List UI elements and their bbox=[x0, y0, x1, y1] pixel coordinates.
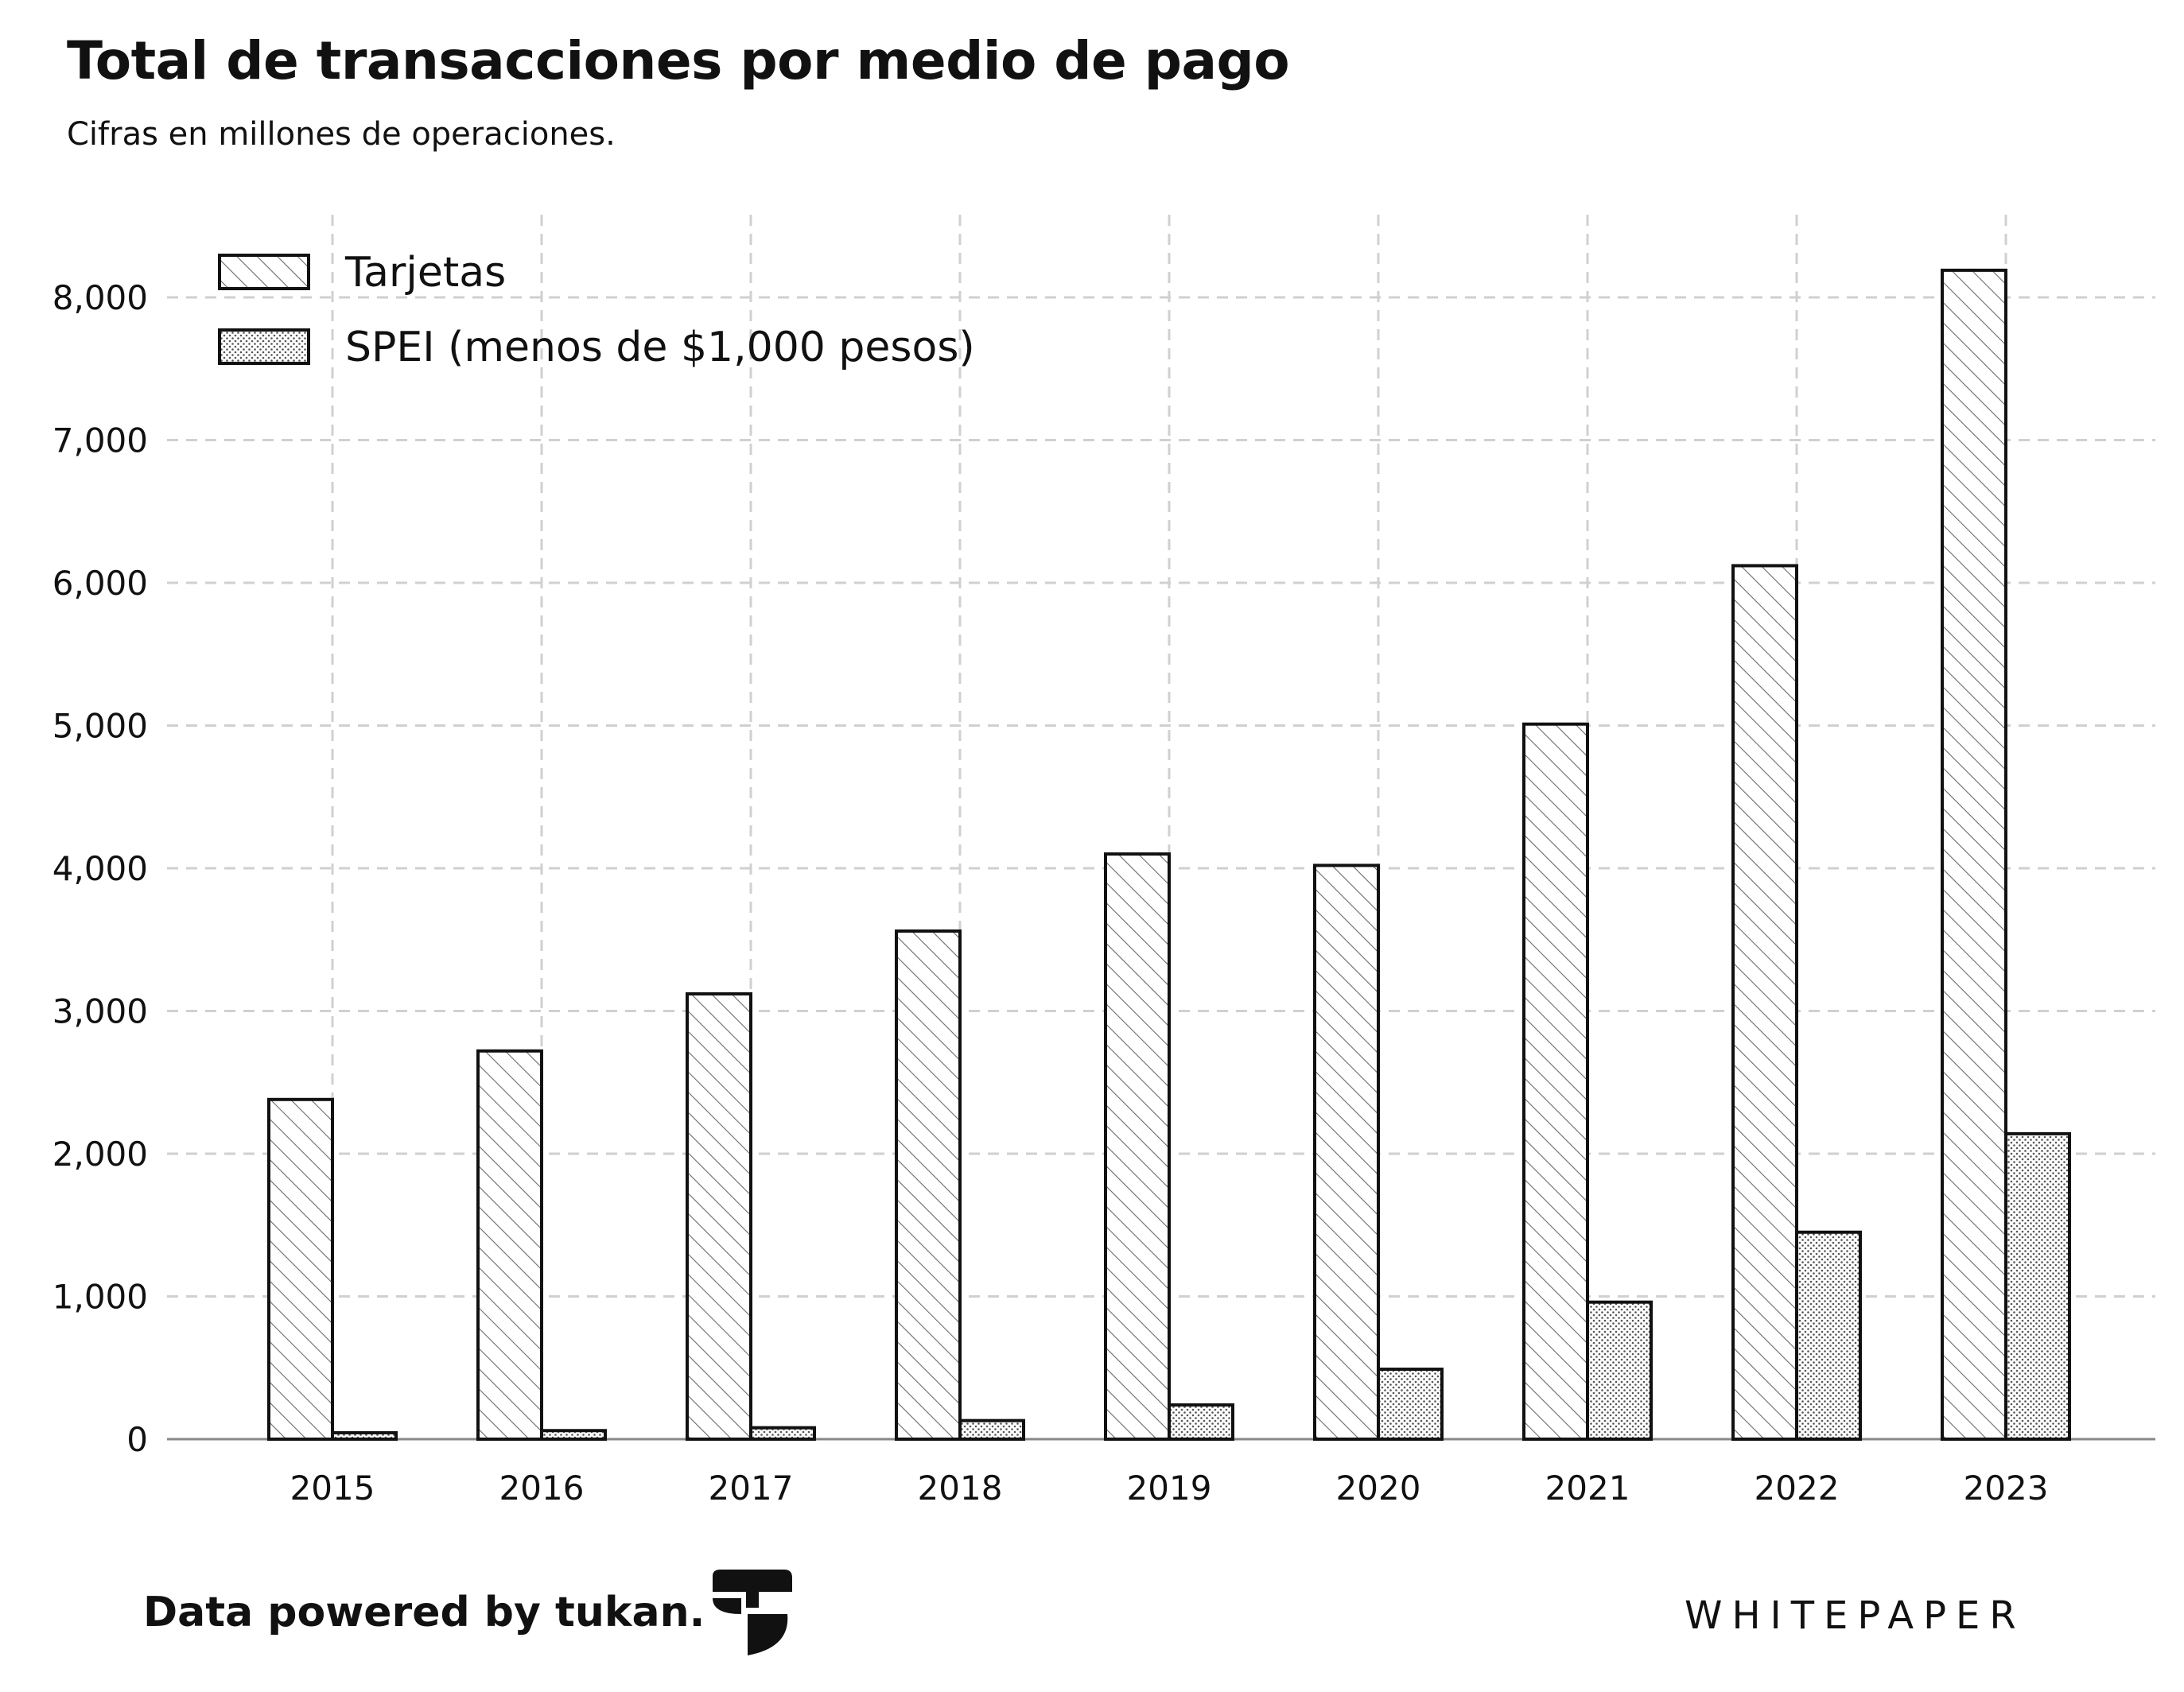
bar-tarjetas-2018 bbox=[895, 929, 962, 1441]
chart-subtitle: Cifras en millones de operaciones. bbox=[67, 116, 616, 153]
bar-spei-2019 bbox=[1168, 1403, 1234, 1442]
x-tick-label: 2022 bbox=[1755, 1469, 1840, 1508]
x-tick-label: 2019 bbox=[1127, 1469, 1212, 1508]
footer-brand: WHITEPAPER bbox=[1685, 1593, 2026, 1638]
bar-tarjetas-2017 bbox=[686, 992, 752, 1441]
y-tick-label: 0 bbox=[126, 1420, 148, 1459]
bar-spei-2020 bbox=[1377, 1368, 1444, 1442]
chart-title: Total de transacciones por medio de pago bbox=[67, 30, 1290, 91]
bar-spei-2018 bbox=[958, 1418, 1025, 1442]
x-tick-label: 2015 bbox=[290, 1469, 375, 1508]
bar-chart: 0 1,000 2,000 3,000 4,000 5,000 6,000 7,000 8,00… bbox=[52, 215, 2155, 1508]
legend-swatch-spei bbox=[218, 328, 310, 365]
y-tick-label: 6,000 bbox=[52, 564, 148, 603]
bar-spei-2021 bbox=[1586, 1300, 1653, 1442]
legend-label-tarjetas: Tarjetas bbox=[344, 249, 506, 297]
legend-swatch-tarjetas bbox=[218, 254, 310, 290]
bar-tarjetas-2016 bbox=[476, 1049, 543, 1441]
x-tick-label: 2023 bbox=[1964, 1469, 2049, 1508]
x-tick-label: 2018 bbox=[918, 1469, 1003, 1508]
x-tick-label: 2020 bbox=[1336, 1469, 1421, 1508]
axes: 0 1,000 2,000 3,000 4,000 5,000 6,000 7,000 8,00… bbox=[52, 278, 2155, 1508]
bar-spei-2016 bbox=[540, 1429, 607, 1441]
legend-label-spei: SPEI (menos de $1,000 pesos) bbox=[345, 324, 975, 371]
tukan-logo-icon bbox=[713, 1570, 792, 1655]
x-tick-label: 2016 bbox=[499, 1469, 585, 1508]
y-tick-label: 1,000 bbox=[52, 1278, 148, 1317]
bar-tarjetas-2019 bbox=[1104, 852, 1171, 1442]
bar-series bbox=[267, 268, 2071, 1442]
legend: Tarjetas SPEI (menos de $1,000 pesos) bbox=[218, 249, 975, 371]
y-tick-label: 7,000 bbox=[52, 421, 148, 460]
bar-tarjetas-2020 bbox=[1313, 863, 1380, 1442]
x-tick-label: 2017 bbox=[709, 1469, 794, 1508]
bar-spei-2015 bbox=[331, 1430, 398, 1441]
y-tick-label: 4,000 bbox=[52, 849, 148, 888]
bar-tarjetas-2021 bbox=[1522, 722, 1589, 1441]
bar-tarjetas-2015 bbox=[267, 1097, 334, 1442]
bar-spei-2022 bbox=[1795, 1230, 1862, 1441]
y-tick-label: 2,000 bbox=[52, 1135, 148, 1174]
bar-tarjetas-2023 bbox=[1941, 268, 2007, 1441]
bar-spei-2017 bbox=[749, 1426, 816, 1442]
bar-tarjetas-2022 bbox=[1731, 564, 1798, 1442]
footer-credit: Data powered by tukan. bbox=[143, 1589, 705, 1636]
y-tick-label: 8,000 bbox=[52, 278, 148, 317]
bar-spei-2023 bbox=[2004, 1131, 2071, 1441]
y-tick-label: 3,000 bbox=[52, 992, 148, 1031]
y-tick-label: 5,000 bbox=[52, 707, 148, 746]
x-tick-label: 2021 bbox=[1545, 1469, 1630, 1508]
